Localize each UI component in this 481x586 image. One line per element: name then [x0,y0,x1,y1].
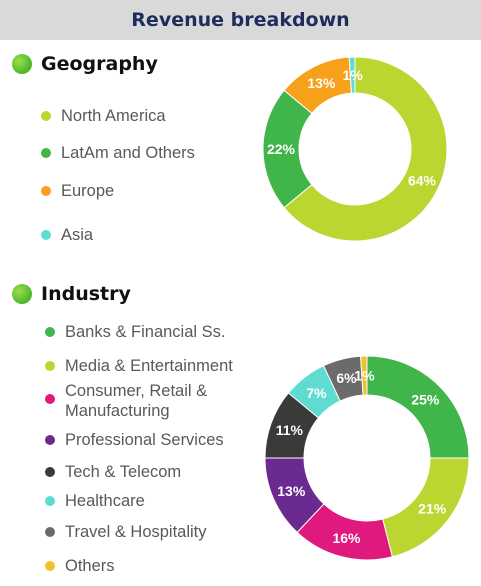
legend-label: Banks & Financial Ss. [65,323,226,341]
industry-heading-label: Industry [41,283,131,305]
legend-item-travel: Travel & Hospitality [45,522,207,542]
geography-slice-label-3: 1% [343,67,364,83]
legend-dot-icon [45,496,55,506]
legend-dot-icon [45,435,55,445]
geography-bullet-icon [12,54,32,74]
legend-label: Travel & Hospitality [65,523,207,541]
geography-heading: Geography [12,53,158,75]
legend-label: Asia [61,226,94,244]
legend-dot-icon [45,394,55,404]
legend-item-latam: LatAm and Others [41,143,195,163]
legend-label: Consumer, Retail & Manufacturing [65,382,208,420]
legend-item-banks: Banks & Financial Ss. [45,322,226,342]
legend-label: Healthcare [65,492,145,510]
industry-slice-7 [360,355,368,396]
industry-slice-label-0: 25% [411,392,440,408]
legend-label: Professional Services [65,431,224,449]
legend-label: Europe [61,182,115,200]
legend-item-others: Others [45,556,115,576]
legend-dot-icon [45,467,55,477]
legend-item-tech: Tech & Telecom [45,462,181,482]
title-bar: Revenue breakdown [0,0,481,40]
legend-item-europe: Europe [41,181,114,201]
industry-slice-label-7: 1% [354,368,375,384]
industry-slice-label-3: 13% [277,483,306,499]
industry-slice-label-2: 16% [332,530,361,546]
legend-item-professional: Professional Services [45,430,224,450]
legend-item-asia: Asia [41,225,93,245]
legend-dot-icon [41,111,51,121]
legend-item-healthcare: Healthcare [45,491,145,511]
legend-dot-icon [45,361,55,371]
industry-slice-0 [366,355,470,459]
legend-label: North America [61,107,166,125]
legend-label: LatAm and Others [61,144,195,162]
geography-slice-0 [283,56,448,242]
industry-slice-label-5: 7% [306,385,327,401]
legend-dot-icon [41,186,51,196]
industry-slice-label-4: 11% [276,422,304,438]
legend-dot-icon [41,230,51,240]
legend-item-media: Media & Entertainment [45,356,233,376]
industry-bullet-icon [12,284,32,304]
legend-label: Media & Entertainment [65,357,233,375]
legend-dot-icon [45,527,55,537]
geography-slice-3 [348,56,356,94]
legend-label: Others [65,557,115,575]
legend-label: Tech & Telecom [65,463,182,481]
industry-slice-label-6: 6% [336,370,357,386]
page-title: Revenue breakdown [131,9,350,31]
industry-slice-label-1: 21% [418,501,447,517]
geography-slice-label-0: 64% [408,173,437,189]
legend-item-consumer: Consumer, Retail & Manufacturing [45,381,235,421]
legend-dot-icon [45,561,55,571]
legend-dot-icon [45,327,55,337]
geography-slice-label-1: 22% [267,141,296,157]
geography-slice-label-2: 13% [307,75,336,91]
geography-heading-label: Geography [41,53,158,75]
industry-heading: Industry [12,283,131,305]
legend-dot-icon [41,148,51,158]
legend-item-north-america: North America [41,106,166,126]
